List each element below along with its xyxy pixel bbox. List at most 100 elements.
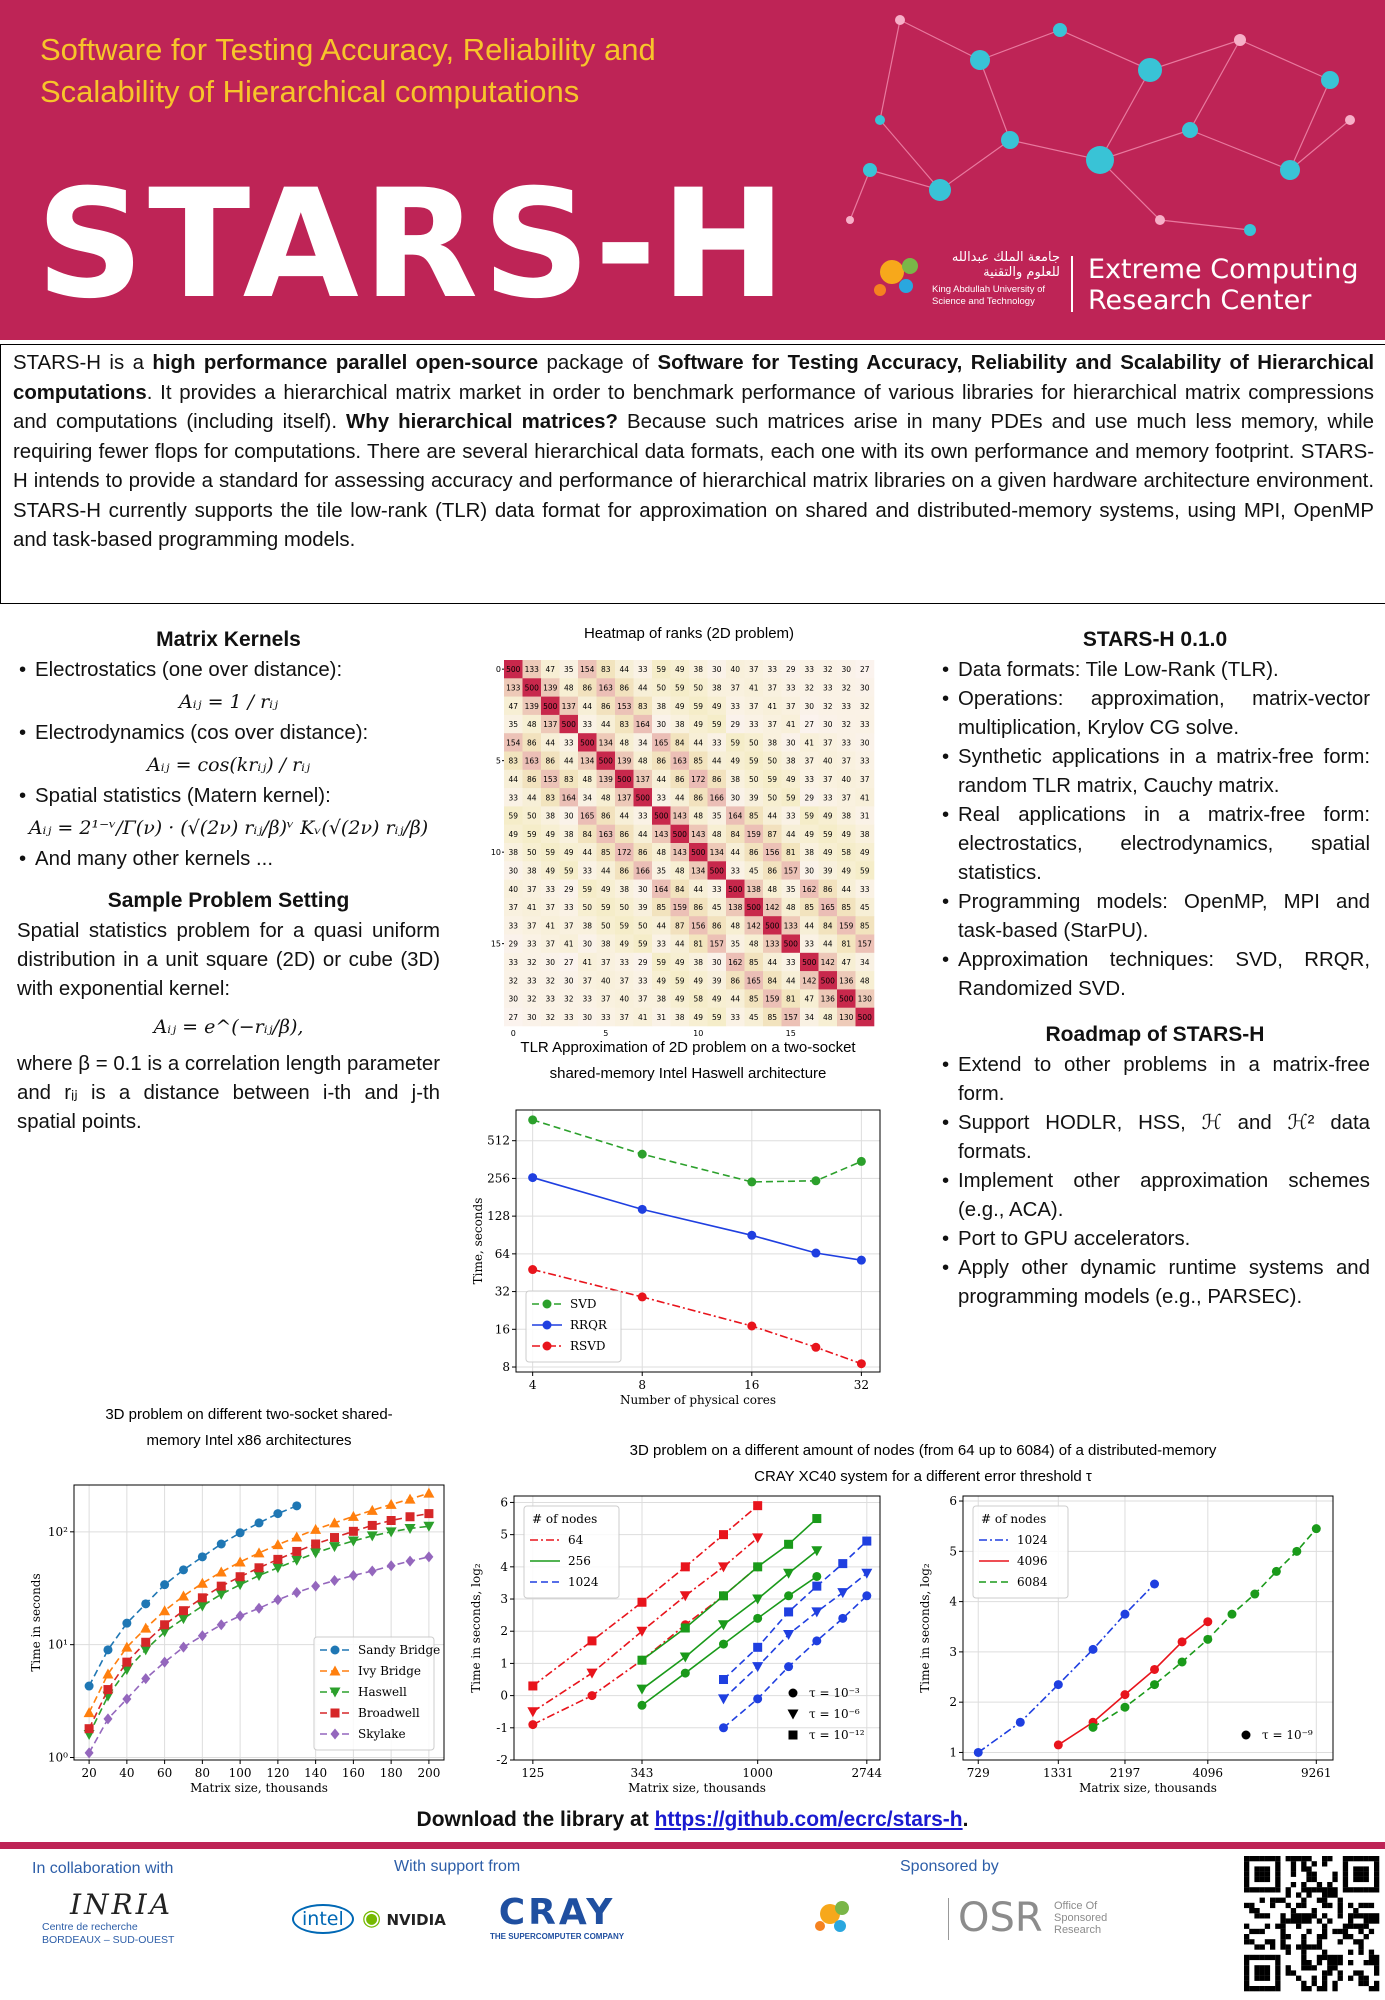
heat-cell xyxy=(596,1007,616,1027)
heat-label: 38 xyxy=(712,683,722,692)
point xyxy=(680,1623,690,1633)
qr-module xyxy=(1306,1871,1312,1877)
heat-label: 33 xyxy=(786,958,796,967)
point xyxy=(862,1536,872,1546)
heat-tick-y: 15 xyxy=(491,940,501,949)
qr-module xyxy=(1374,1882,1380,1888)
qr-module xyxy=(1301,1897,1307,1903)
heat-cell xyxy=(541,733,560,752)
heat-label: 162 xyxy=(802,885,817,894)
heat-cell xyxy=(652,843,671,862)
qr-module xyxy=(1368,1856,1375,1862)
qr-module xyxy=(1363,1960,1369,1966)
heat-cell xyxy=(726,788,745,807)
point xyxy=(747,1321,757,1331)
heat-label: 48 xyxy=(601,793,611,802)
qr-module xyxy=(1306,1928,1312,1935)
point xyxy=(215,1566,227,1577)
heat-cell xyxy=(781,733,801,752)
y-axis-label: Time in seconds, log₂ xyxy=(918,1563,932,1693)
nvidia-logo: ◉ NVIDIA xyxy=(362,1906,446,1931)
heat-cell xyxy=(559,971,579,990)
heat-cell xyxy=(781,971,801,990)
point xyxy=(783,1629,795,1640)
heat-cell xyxy=(781,934,801,954)
qr-module xyxy=(1280,1928,1286,1935)
heat-label: 33 xyxy=(545,885,555,894)
heat-label: 156 xyxy=(691,921,706,930)
heat-label: 49 xyxy=(712,702,722,711)
qr-module xyxy=(1301,1856,1307,1862)
heat-label: 59 xyxy=(860,866,870,875)
heat-cell xyxy=(726,1007,745,1027)
heat-cell xyxy=(818,769,838,789)
heat-cell xyxy=(522,879,542,899)
qr-module xyxy=(1264,1970,1271,1976)
heat-cell xyxy=(726,916,745,935)
point xyxy=(330,1533,340,1543)
heat-label: 33 xyxy=(545,995,555,1004)
heat-label: 33 xyxy=(730,866,740,875)
bullet: Apply other dynamic runtime systems and … xyxy=(940,1254,1370,1312)
heat-label: 34 xyxy=(860,958,870,967)
qr-module xyxy=(1368,1960,1375,1966)
heat-cell xyxy=(855,1007,875,1027)
point xyxy=(291,1555,303,1566)
qr-module xyxy=(1244,1975,1250,1981)
heat-cell xyxy=(633,861,653,880)
heat-label: 500 xyxy=(784,940,799,949)
heat-cell xyxy=(504,1007,523,1027)
qr-module xyxy=(1275,1861,1281,1867)
point xyxy=(311,1580,321,1592)
heat-cell xyxy=(781,897,801,917)
heat-cell xyxy=(818,952,838,972)
heat-cell xyxy=(504,916,523,935)
network-nodes-light xyxy=(846,15,1355,225)
point xyxy=(1120,1609,1130,1619)
cray-name: CRAY xyxy=(498,1892,616,1933)
heat-label: 134 xyxy=(691,866,706,875)
point xyxy=(812,1571,822,1581)
heat-label: 85 xyxy=(601,848,611,857)
heat-cell xyxy=(707,769,727,789)
heat-label: 37 xyxy=(823,738,833,747)
heat-cell xyxy=(578,843,597,862)
qr-module xyxy=(1342,1866,1349,1872)
qr-module xyxy=(1368,1902,1375,1909)
qr-module xyxy=(1363,1918,1369,1924)
heat-label: 138 xyxy=(747,885,762,894)
heat-label: 33 xyxy=(712,738,722,747)
heat-label: 86 xyxy=(767,866,777,875)
qr-module xyxy=(1322,1856,1328,1862)
heat-cell xyxy=(837,934,856,954)
heat-cell xyxy=(763,696,782,716)
heat-cell xyxy=(578,806,597,825)
heat-cell xyxy=(578,788,597,807)
download-link[interactable]: https://github.com/ecrc/stars-h xyxy=(654,1808,963,1831)
heat-cell xyxy=(689,806,708,825)
heat-label: 137 xyxy=(562,702,577,711)
header: Software for Testing Accuracy, Reliabili… xyxy=(0,0,1385,340)
qr-module xyxy=(1374,1887,1380,1893)
heat-cell xyxy=(504,989,523,1008)
heat-label: 30 xyxy=(786,738,796,747)
heat-cell xyxy=(689,989,708,1008)
heat-cell xyxy=(670,678,690,697)
heat-cell xyxy=(763,897,782,917)
heat-label: 33 xyxy=(564,903,574,912)
heat-label: 83 xyxy=(564,775,574,784)
qr-module xyxy=(1327,1918,1333,1924)
heat-cell xyxy=(504,861,523,880)
heat-cell xyxy=(837,696,856,716)
heat-label: 59 xyxy=(675,683,685,692)
heat-label: 33 xyxy=(527,976,537,985)
qr-module xyxy=(1311,1944,1317,1950)
heat-label: 44 xyxy=(601,866,611,875)
point xyxy=(528,1720,538,1730)
heat-cell xyxy=(541,714,560,734)
point xyxy=(103,1713,113,1725)
bullet: And many other kernels ... xyxy=(17,845,440,874)
heat-cell xyxy=(837,824,856,844)
heat-label: 44 xyxy=(675,940,685,949)
legend-marker xyxy=(542,1341,552,1351)
